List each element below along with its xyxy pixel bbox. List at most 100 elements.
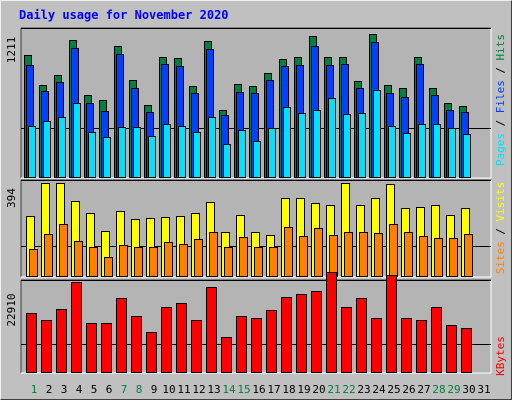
x-tick-day-15: 15 — [237, 383, 250, 396]
bar-pages-day-4 — [73, 103, 81, 178]
bar-kbytes-day-24 — [371, 318, 382, 373]
bar-sites-day-22 — [344, 232, 353, 277]
bar-sites-day-6 — [104, 257, 113, 277]
bar-kbytes-day-10 — [161, 307, 172, 373]
bar-pages-day-28 — [433, 124, 441, 178]
bar-kbytes-day-23 — [356, 298, 367, 373]
bar-pages-day-19 — [298, 113, 306, 178]
bar-sites-day-30 — [464, 234, 473, 277]
bar-pages-day-3 — [58, 117, 66, 178]
bar-kbytes-day-3 — [56, 309, 67, 373]
x-tick-day-18: 18 — [282, 383, 295, 396]
bar-sites-day-15 — [239, 237, 248, 277]
bar-sites-day-3 — [59, 224, 68, 277]
bar-sites-day-10 — [164, 242, 173, 277]
bar-sites-day-9 — [149, 247, 158, 277]
bar-pages-day-13 — [208, 117, 216, 178]
bar-kbytes-day-22 — [341, 307, 352, 373]
bar-kbytes-day-18 — [281, 297, 292, 373]
bar-sites-day-25 — [389, 224, 398, 277]
bar-sites-day-20 — [314, 228, 323, 277]
chart-title: Daily usage for November 2020 — [19, 8, 229, 22]
x-tick-day-17: 17 — [267, 383, 280, 396]
x-tick-day-25: 25 — [387, 383, 400, 396]
bar-kbytes-day-16 — [251, 318, 262, 373]
bar-kbytes-day-13 — [206, 287, 217, 373]
x-tick-day-26: 26 — [402, 383, 415, 396]
bar-pages-day-16 — [253, 141, 261, 178]
x-tick-day-7: 7 — [121, 383, 128, 396]
x-tick-day-19: 19 — [297, 383, 310, 396]
panel-3-y-max-label: 22910 — [5, 293, 18, 326]
bar-kbytes-day-20 — [311, 291, 322, 373]
bar-sites-day-14 — [224, 247, 233, 277]
bar-kbytes-day-14 — [221, 337, 232, 373]
bar-sites-day-2 — [44, 234, 53, 277]
legend-separator: / — [494, 67, 507, 74]
legend-files: Files — [494, 80, 507, 113]
x-tick-day-22: 22 — [342, 383, 355, 396]
bar-sites-day-8 — [134, 247, 143, 277]
bar-sites-day-19 — [299, 236, 308, 277]
x-tick-day-28: 28 — [432, 383, 445, 396]
bar-sites-day-13 — [209, 232, 218, 277]
x-tick-day-1: 1 — [31, 383, 38, 396]
bar-pages-day-23 — [358, 113, 366, 178]
x-tick-day-6: 6 — [106, 383, 113, 396]
x-tick-day-14: 14 — [222, 383, 236, 396]
bar-kbytes-day-28 — [431, 307, 442, 373]
bar-kbytes-day-21 — [326, 272, 337, 373]
bar-sites-day-7 — [119, 245, 128, 277]
bar-pages-day-11 — [178, 126, 186, 178]
bar-sites-day-24 — [374, 233, 383, 277]
bar-sites-day-12 — [194, 239, 203, 277]
x-tick-day-13: 13 — [207, 383, 220, 396]
x-tick-day-8: 8 — [136, 383, 143, 396]
x-tick-day-31: 31 — [477, 383, 490, 396]
x-tick-day-10: 10 — [162, 383, 175, 396]
x-tick-day-9: 9 — [151, 383, 158, 396]
bar-kbytes-day-7 — [116, 298, 127, 373]
bar-sites-day-16 — [254, 247, 263, 277]
legend-separator: / — [494, 120, 507, 127]
bar-sites-day-27 — [419, 236, 428, 277]
legend-visits: Visits — [494, 182, 507, 222]
x-tick-day-30: 30 — [462, 383, 475, 396]
bar-pages-day-9 — [148, 136, 156, 178]
bar-kbytes-day-6 — [101, 323, 112, 373]
bar-pages-day-6 — [103, 137, 111, 178]
panel-3-legend: KBytes — [494, 336, 507, 376]
bar-sites-day-1 — [29, 249, 38, 277]
bar-kbytes-day-19 — [296, 294, 307, 373]
legend-kbytes: KBytes — [494, 336, 507, 376]
bar-kbytes-day-26 — [401, 318, 412, 373]
bar-sites-day-29 — [449, 238, 458, 277]
x-tick-day-29: 29 — [447, 383, 460, 396]
x-tick-day-4: 4 — [76, 383, 83, 396]
bar-pages-day-10 — [163, 124, 171, 178]
bar-kbytes-day-2 — [41, 320, 52, 373]
legend-pages: Pages — [494, 133, 507, 166]
bars — [24, 34, 473, 373]
bar-sites-day-5 — [89, 247, 98, 277]
x-tick-day-12: 12 — [192, 383, 205, 396]
bar-pages-day-25 — [388, 126, 396, 178]
panel-2-y-max-label: 394 — [5, 188, 18, 208]
bar-pages-day-20 — [313, 110, 321, 178]
x-tick-day-16: 16 — [252, 383, 265, 396]
bar-sites-day-17 — [269, 247, 278, 277]
x-tick-day-2: 2 — [46, 383, 53, 396]
legend-sites: Sites — [494, 241, 507, 274]
panel-1-legend: Pages / Files / Hits — [494, 34, 507, 166]
legend-separator: / — [494, 228, 507, 235]
bar-pages-day-2 — [43, 121, 51, 178]
bar-pages-day-17 — [268, 128, 276, 178]
bar-sites-day-18 — [284, 227, 293, 277]
bar-pages-day-5 — [88, 132, 96, 178]
x-tick-day-20: 20 — [312, 383, 325, 396]
bar-sites-day-11 — [179, 244, 188, 277]
bar-kbytes-day-29 — [446, 325, 457, 373]
bar-pages-day-26 — [403, 133, 411, 178]
x-tick-day-27: 27 — [417, 383, 430, 396]
